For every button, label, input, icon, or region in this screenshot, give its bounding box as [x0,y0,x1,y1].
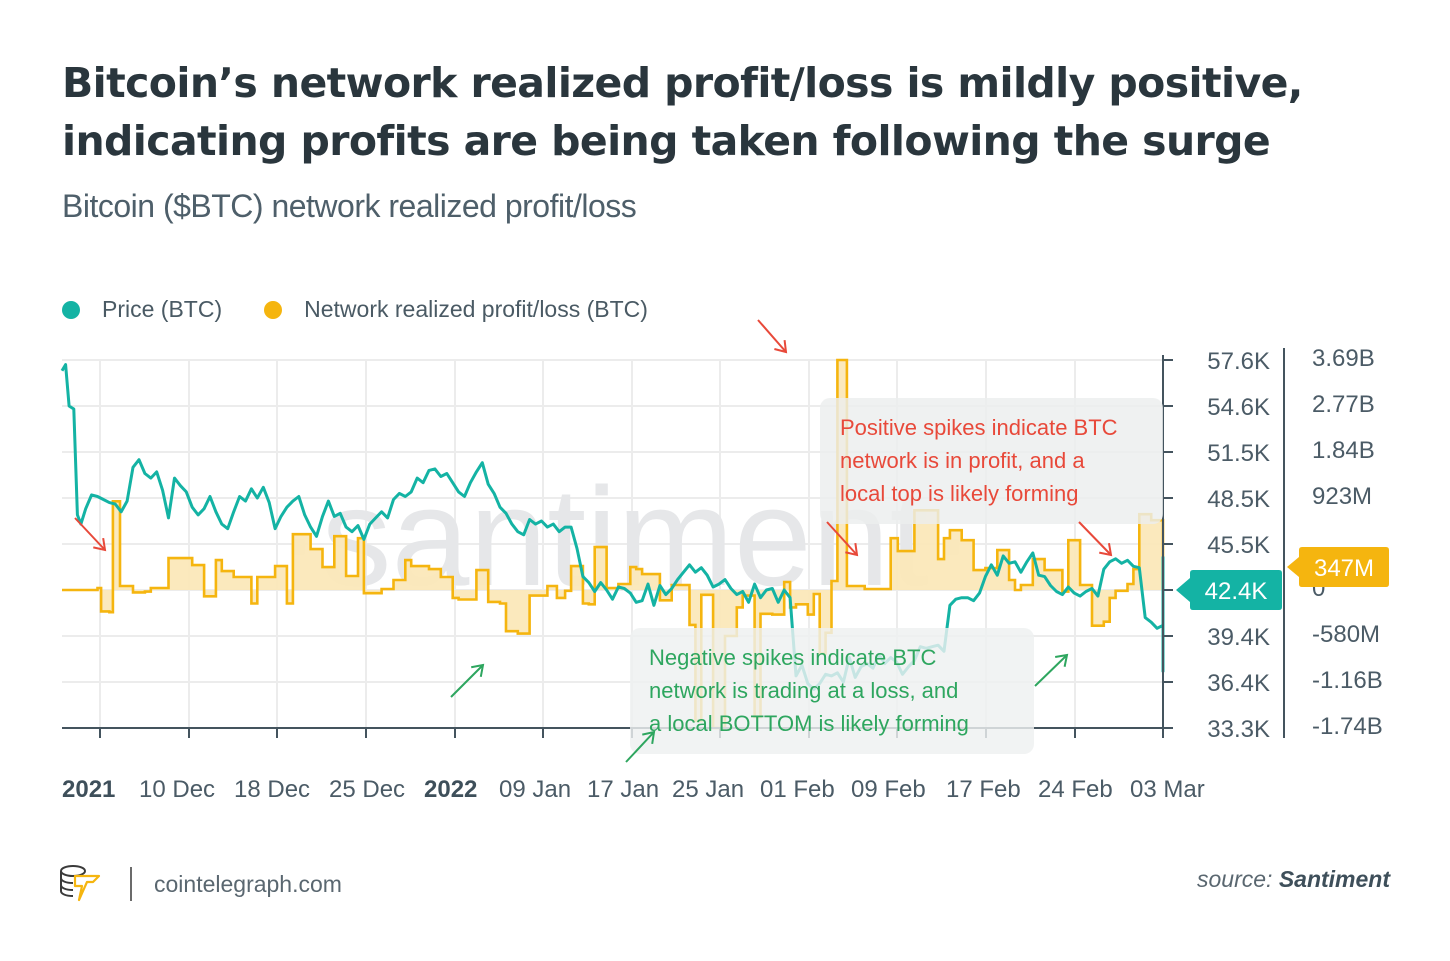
arrow-shaft [1078,521,1112,556]
x-tick-label: 01 Feb [760,776,835,803]
chart-subtitle: Bitcoin ($BTC) network realized profit/l… [62,188,637,224]
legend-dot-pnl [264,300,283,319]
pnl-line [62,358,1165,730]
positive-arrow-icon [1078,521,1113,557]
source-name: Santiment [1278,866,1390,892]
current-value-badges: 42.4K 347M [1176,547,1389,610]
arrow-shaft [74,517,106,551]
footer-source: source: Santiment [1197,866,1390,893]
x-axis-labels: 2021 10 Dec 18 Dec 25 Dec 2022 09 Jan 17 Jan 25… [62,776,1205,803]
negative-annotation-box [630,628,1034,754]
arrow-head [642,730,656,745]
title-line-1: Bitcoin’s network realized profit/loss i… [62,59,1303,107]
legend-label-pnl: Network realized profit/loss (BTC) [304,296,648,322]
y-right-tick-label: -580M [1312,621,1380,648]
negative-arrow-icon [625,730,656,763]
arrow-shaft [1034,654,1068,687]
chart-title: Bitcoin’s network realized profit/loss i… [62,54,1402,170]
y-left-tick-label: 48.5K [1207,486,1270,513]
footer-brand: cointelegraph.com [58,862,342,906]
x-tick-label: 10 Dec [139,776,215,803]
arrow-head [845,542,859,557]
y-left-tick-label: 39.4K [1207,624,1270,651]
x-tick-label: 03 Mar [1130,776,1205,803]
negative-arrow-icon [1034,653,1069,687]
title-line-2: indicating profits are being taken follo… [62,117,1271,165]
arrow-head [774,339,788,354]
footer-separator [130,867,132,901]
legend-item-price[interactable]: Price (BTC) [62,296,222,323]
negative-arrow-icon [450,663,485,698]
price-series [60,363,1165,691]
x-tick-label: 2022 [424,776,477,803]
x-tick-label: 25 Jan [672,776,744,803]
x-tick-label: 25 Dec [329,776,405,803]
arrow-head [1099,543,1113,557]
source-label: source: [1196,866,1273,892]
y-left-tick-label: 51.5K [1207,440,1270,467]
current-pnl-badge: 347M [1287,547,1389,587]
negative-annotation-text: Negative spikes indicate BTC [649,645,936,670]
positive-annotation-text: Positive spikes indicate BTC [840,415,1118,440]
y-left-tick-label: 36.4K [1207,670,1270,697]
y-right-tick-label: 2.77B [1312,391,1375,418]
positive-arrow-icon [826,521,859,557]
cointelegraph-logo-icon [58,862,104,906]
x-tick-label: 24 Feb [1038,776,1113,803]
legend: Price (BTC) Network realized profit/loss… [62,296,690,323]
y-right-tick-label: 3.69B [1312,345,1375,372]
x-tick-label: 18 Dec [234,776,310,803]
arrow-shaft [826,521,858,556]
x-tick-label: 09 Jan [499,776,571,803]
y-right-tick-label: -1.74B [1312,713,1383,740]
x-tick-label: 17 Jan [587,776,659,803]
current-price-badge: 42.4K [1176,570,1282,610]
pnl-badge-value: 347M [1314,555,1374,582]
price-line [60,363,1165,691]
arrow-shaft [450,664,484,698]
annotations: Positive spikes indicate BTC network is i… [74,319,1163,763]
positive-annotation-text: local top is likely forming [840,481,1078,506]
positive-annotation-text: network is in profit, and a [840,448,1085,473]
price-badge-value: 42.4K [1205,578,1268,605]
positive-arrow-icon [757,319,788,354]
price-badge-shape [1176,570,1282,610]
legend-dot-price [62,300,80,319]
y-right-tick-label: -1.16B [1312,667,1383,694]
y-right-tick-label: 1.84B [1312,437,1375,464]
pnl-series [62,358,1165,730]
y-left-tick-label: 54.6K [1207,394,1270,421]
y-axis-left-labels: 57.6K 54.6K 51.5K 48.5K 45.5K 42.4K 39.4K 36.4K… [1207,348,1270,743]
y-left-tick-label: 57.6K [1207,348,1270,375]
arrow-head [1055,653,1069,667]
x-tick-label: 09 Feb [851,776,926,803]
negative-annotation-text: a local BOTTOM is likely forming [649,711,969,736]
legend-label-price: Price (BTC) [102,296,223,322]
pnl-badge-shape [1287,547,1389,587]
x-tick-label: 17 Feb [946,776,1021,803]
footer-site-link[interactable]: cointelegraph.com [154,870,342,897]
legend-item-pnl[interactable]: Network realized profit/loss (BTC) [264,296,648,323]
y-left-tick-label: 45.5K [1207,532,1270,559]
positive-annotation-box [820,398,1163,524]
positive-arrow-icon [74,517,107,552]
arrow-head [471,663,485,677]
negative-annotation-text: network is trading at a loss, and [649,678,958,703]
arrow-head [93,537,107,552]
arrow-shaft [757,319,787,353]
x-tick-label: 2021 [62,776,115,803]
y-left-tick-label: 33.3K [1207,716,1270,743]
y-right-tick-label: 923M [1312,483,1372,510]
arrow-shaft [625,731,655,763]
